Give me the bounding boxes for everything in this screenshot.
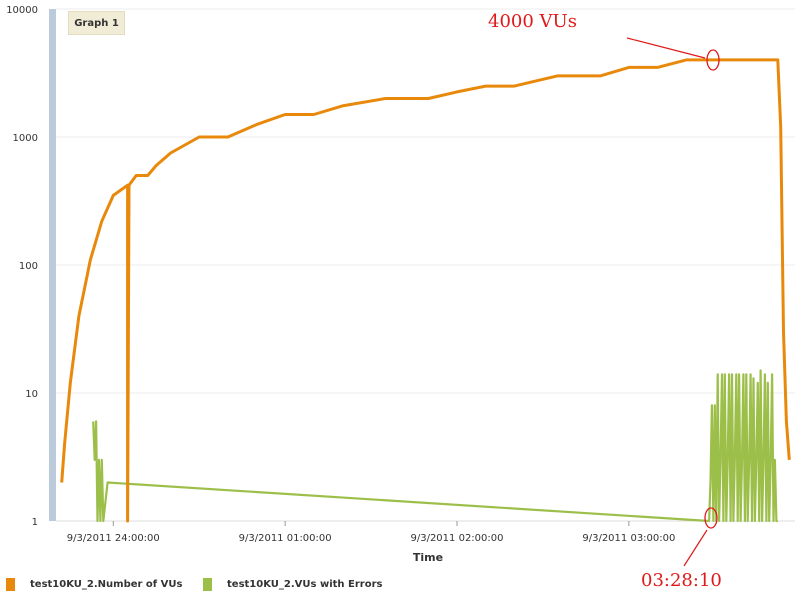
annotations: 4000 VUs 03:28:10: [488, 11, 722, 591]
legend-label-vus: test10KU_2.Number of VUs: [30, 579, 183, 590]
x-axis-label: Time: [413, 551, 443, 564]
annotation-03-28-10: 03:28:10: [641, 570, 722, 591]
legend-swatch-vus: [6, 578, 15, 591]
legend-swatch-errors: [203, 578, 212, 591]
annotation-circle-bottom: [704, 507, 718, 529]
grid: [56, 8, 795, 522]
series-line-number-of-vus: [60, 58, 791, 523]
graph-label: Graph 1: [68, 11, 125, 35]
y-tick-label: 10000: [6, 5, 38, 16]
series-line-vus-with-errors: [92, 369, 778, 523]
annotation-arrow-top: [626, 37, 706, 59]
x-tick-label: 9/3/2011 24:00:00: [67, 533, 160, 544]
x-tick-label: 9/3/2011 01:00:00: [239, 533, 332, 544]
legend: test10KU_2.Number of VUs test10KU_2.VUs …: [0, 574, 800, 594]
x-axis: 9/3/2011 24:00:00 9/3/2011 01:00:00 9/3/20…: [67, 521, 675, 544]
y-tick-label: 10: [25, 389, 38, 400]
legend-item-number-of-vus[interactable]: test10KU_2.Number of VUs: [6, 578, 182, 591]
legend-item-vus-with-errors[interactable]: test10KU_2.VUs with Errors: [203, 578, 382, 591]
y-tick-label: 1000: [13, 133, 38, 144]
annotation-4000-vus: 4000 VUs: [488, 11, 577, 32]
legend-label-errors: test10KU_2.VUs with Errors: [227, 579, 383, 590]
scroll-bar[interactable]: [49, 9, 56, 521]
y-tick-label: 1: [32, 517, 38, 528]
x-tick-label: 9/3/2011 02:00:00: [410, 533, 503, 544]
y-tick-label: 100: [19, 261, 38, 272]
annotation-arrow-bottom: [683, 529, 708, 567]
x-tick-label: 9/3/2011 03:00:00: [582, 533, 675, 544]
y-axis: 1 10 100 1000 10000: [6, 5, 38, 528]
annotation-circle-top: [706, 49, 720, 71]
